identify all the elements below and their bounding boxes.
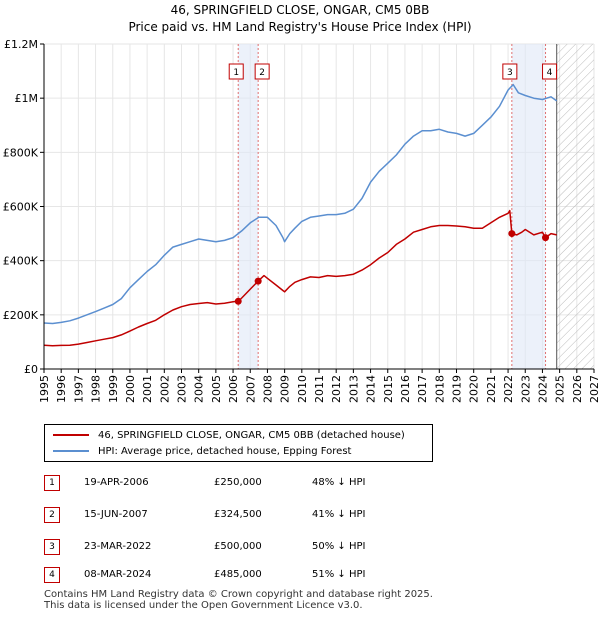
future-hatch [556, 44, 594, 369]
x-tick-label: 2018 [433, 375, 446, 403]
transaction-date: 23-MAR-2022 [84, 541, 152, 552]
legend-label-hpi: HPI: Average price, detached house, Eppi… [98, 445, 352, 457]
x-tick-label: 2021 [485, 375, 498, 403]
x-tick-label: 2007 [244, 375, 257, 403]
x-tick-label: 2011 [313, 375, 326, 403]
x-tick-label: 1999 [107, 375, 120, 403]
transaction-price: £250,000 [214, 477, 262, 488]
x-tick-label: 2008 [261, 375, 274, 403]
series-line-property [43, 209, 557, 347]
transaction-number: 4 [44, 567, 60, 583]
marker-label: 3 [507, 68, 513, 78]
sale-point [542, 234, 550, 242]
x-tick-label: 1998 [90, 375, 103, 403]
series-line-hpi [43, 83, 558, 325]
footer-copyright: Contains HM Land Registry data © Crown c… [44, 589, 433, 600]
y-tick-label: £0 [24, 363, 38, 376]
transaction-date: 15-JUN-2007 [84, 509, 148, 520]
x-tick-label: 2019 [451, 375, 464, 403]
transaction-date: 19-APR-2006 [84, 477, 149, 488]
y-tick-label: £200K [3, 309, 39, 322]
x-tick-label: 2022 [502, 375, 515, 403]
y-tick-label: £800K [3, 146, 39, 159]
chart-title: 46, SPRINGFIELD CLOSE, ONGAR, CM5 0BB [170, 3, 430, 17]
transaction-price: £500,000 [214, 541, 262, 552]
transaction-hpi: 50% ↓ HPI [312, 541, 366, 552]
x-tick-label: 2026 [571, 375, 584, 403]
x-tick-label: 2009 [279, 375, 292, 403]
x-tick-label: 2005 [210, 375, 223, 403]
transaction-number: 2 [44, 507, 60, 523]
x-tick-label: 2023 [519, 375, 532, 403]
x-tick-label: 2001 [141, 375, 154, 403]
marker-label: 2 [259, 68, 265, 78]
sale-point [508, 230, 516, 238]
x-tick-label: 2010 [296, 375, 309, 403]
y-tick-label: £600K [3, 201, 39, 214]
legend-line-hpi [53, 450, 89, 452]
transaction-row: 2 15-JUN-2007 £324,500 41% ↓ HPI [44, 506, 464, 524]
x-tick-label: 2025 [554, 375, 567, 403]
transaction-row: 3 23-MAR-2022 £500,000 50% ↓ HPI [44, 538, 464, 556]
marker-label-box [502, 63, 518, 80]
x-tick-label: 2003 [176, 375, 189, 403]
x-tick-label: 2013 [347, 375, 360, 403]
x-tick-label: 2027 [588, 375, 600, 403]
marker-label: 1 [233, 68, 239, 78]
x-tick-label: 2020 [468, 375, 481, 403]
x-tick-label: 2006 [227, 375, 240, 403]
x-tick-label: 2017 [416, 375, 429, 403]
marker-label-box [228, 63, 244, 80]
transaction-date: 08-MAR-2024 [84, 569, 152, 580]
x-tick-label: 1996 [55, 375, 68, 403]
transaction-hpi: 51% ↓ HPI [312, 569, 366, 580]
legend-label-property: 46, SPRINGFIELD CLOSE, ONGAR, CM5 0BB (d… [98, 429, 405, 441]
y-tick-label: £1M [15, 92, 39, 105]
highlight-band [511, 44, 546, 369]
y-tick-label: £1.2M [4, 38, 38, 51]
footer-license: This data is licensed under the Open Gov… [44, 600, 363, 611]
transaction-price: £324,500 [214, 509, 262, 520]
x-tick-label: 2016 [399, 375, 412, 403]
legend-item-hpi: HPI: Average price, detached house, Eppi… [53, 443, 351, 459]
transaction-row: 4 08-MAR-2024 £485,000 51% ↓ HPI [44, 566, 464, 584]
legend-item-property: 46, SPRINGFIELD CLOSE, ONGAR, CM5 0BB (d… [53, 427, 405, 443]
x-tick-label: 1997 [72, 375, 85, 403]
price-chart: 1 2 3 4 £0 £200K £400K £600K £800K £1M £1.2M 1995 1… [3, 38, 600, 403]
x-tick-label: 2015 [382, 375, 395, 403]
marker-label-box [254, 63, 270, 80]
sale-point [254, 277, 262, 285]
x-tick-label: 2014 [365, 375, 378, 403]
x-tick-label: 2000 [124, 375, 137, 403]
transaction-number: 3 [44, 539, 60, 555]
x-tick-label: 1995 [38, 375, 51, 403]
transaction-hpi: 48% ↓ HPI [312, 477, 366, 488]
chart-subtitle: Price paid vs. HM Land Registry's House … [128, 20, 472, 34]
highlight-band [238, 44, 259, 369]
transaction-row: 1 19-APR-2006 £250,000 48% ↓ HPI [44, 474, 464, 492]
legend-line-property [53, 434, 89, 436]
marker-label-box [542, 63, 558, 80]
transaction-number: 1 [44, 475, 60, 491]
marker-label: 4 [547, 68, 553, 78]
y-tick-label: £400K [3, 255, 39, 268]
transaction-price: £485,000 [214, 569, 262, 580]
legend: 46, SPRINGFIELD CLOSE, ONGAR, CM5 0BB (d… [44, 424, 433, 462]
x-tick-label: 2004 [193, 375, 206, 403]
x-tick-label: 2002 [158, 375, 171, 403]
x-tick-label: 2012 [330, 375, 343, 403]
x-tick-label: 2024 [536, 375, 549, 403]
transaction-hpi: 41% ↓ HPI [312, 509, 366, 520]
sale-point [234, 297, 242, 305]
